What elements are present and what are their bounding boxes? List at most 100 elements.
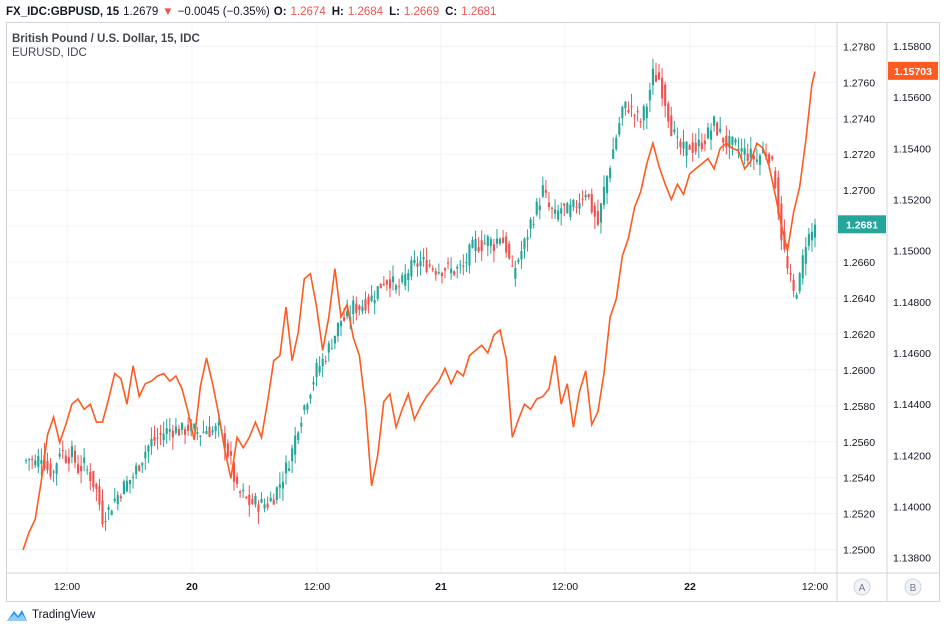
- candle-body-204: [645, 106, 648, 119]
- candle-body-123: [398, 286, 401, 288]
- candle-body-51: [177, 428, 181, 436]
- candle-body-40: [144, 451, 147, 459]
- candle-body-209: [661, 77, 664, 99]
- legend-overlay-series[interactable]: EURUSD, IDC: [12, 47, 87, 59]
- legend-main-series[interactable]: British Pound / U.S. Dollar, 15, IDC: [12, 33, 200, 45]
- candle-body-144: [462, 265, 465, 267]
- symbol-header: FX_IDC:GBPUSD, 15 1.2679 ▼ −0.0045 (−0.3…: [6, 4, 498, 20]
- candle-body-226: [713, 116, 716, 126]
- axis-a-tick-label-0: 1.2780: [843, 41, 875, 53]
- candle-body-37: [135, 465, 138, 475]
- candle-body-163: [520, 251, 523, 260]
- candle-body-59: [202, 431, 205, 433]
- x-tick-label-0: 12:00: [54, 581, 80, 593]
- candle-body-95: [312, 382, 315, 385]
- scale-button-b[interactable]: [904, 578, 922, 596]
- candle-body-76: [254, 495, 257, 505]
- scale-button-label-b[interactable]: B: [910, 583, 917, 594]
- candle-body-218: [688, 145, 691, 150]
- candle-body-184: [584, 194, 587, 198]
- candle-body-62: [211, 430, 214, 433]
- candle-body-90: [297, 432, 300, 441]
- candle-body-57: [196, 432, 199, 434]
- candle-body-71: [239, 491, 242, 493]
- candle-body-215: [679, 141, 682, 148]
- candle-body-224: [706, 127, 710, 139]
- candle-body-66: [223, 433, 226, 449]
- candle-body-193: [612, 149, 615, 159]
- candle-body-50: [174, 426, 177, 433]
- candle-body-54: [187, 424, 190, 431]
- candle-body-255: [801, 255, 804, 279]
- candle-body-192: [609, 168, 612, 179]
- candle-body-33: [122, 481, 125, 495]
- candle-body-89: [294, 435, 297, 455]
- axis-b-tick-label-8: 1.14200: [893, 450, 931, 462]
- axis-b-tick-label-9: 1.14000: [893, 501, 931, 513]
- candle-body-245: [771, 156, 774, 160]
- candle-body-64: [217, 422, 220, 426]
- candle-body-49: [171, 430, 174, 438]
- candle-body-111: [361, 306, 364, 312]
- candle-body-231: [728, 136, 731, 148]
- candle-body-39: [141, 462, 144, 466]
- candle-body-156: [498, 238, 502, 244]
- candle-body-251: [789, 272, 792, 275]
- candle-body-178: [566, 203, 569, 214]
- candle-body-124: [401, 275, 404, 283]
- x-tick-label-2: 12:00: [304, 581, 330, 593]
- candle-body-221: [697, 139, 700, 147]
- candle-body-241: [758, 155, 762, 165]
- candle-body-253: [795, 294, 798, 299]
- candle-body-56: [193, 423, 196, 429]
- candle-body-168: [535, 201, 538, 215]
- candle-body-240: [755, 159, 758, 162]
- eurusd-overlay-line: [22, 71, 816, 551]
- candle-body-75: [251, 498, 254, 504]
- candle-body-2: [28, 458, 31, 460]
- candle-body-1: [24, 459, 28, 461]
- candle-body-112: [364, 299, 367, 311]
- candle-body-211: [667, 103, 670, 122]
- price-chart[interactable]: 1.27801.27601.27401.27201.27001.26801.26…: [7, 23, 939, 601]
- scale-button-label-a[interactable]: A: [859, 583, 866, 594]
- candle-body-10: [52, 471, 55, 473]
- candle-body-87: [287, 468, 291, 471]
- candle-body-105: [343, 317, 346, 321]
- candle-body-140: [450, 268, 453, 274]
- candle-body-180: [572, 200, 575, 208]
- candle-body-171: [544, 190, 547, 193]
- candle-body-28: [107, 507, 110, 510]
- brand-name: TradingView: [32, 609, 96, 621]
- chart-frame[interactable]: 1.27801.27601.27401.27201.27001.26801.26…: [6, 22, 940, 602]
- candle-body-203: [642, 106, 645, 121]
- candle-body-225: [709, 130, 713, 140]
- candle-body-72: [242, 489, 245, 492]
- candle-body-239: [752, 155, 755, 160]
- candle-body-60: [205, 430, 208, 434]
- branding[interactable]: TradingView: [6, 608, 95, 622]
- candle-body-136: [437, 272, 440, 274]
- candle-body-194: [615, 137, 618, 150]
- candle-body-128: [413, 259, 416, 264]
- axis-a-tick-label-14: 1.2500: [843, 545, 875, 557]
- candle-body-44: [156, 437, 159, 439]
- candle-body-8: [46, 461, 49, 471]
- candle-body-36: [132, 476, 135, 478]
- candle-body-232: [731, 136, 734, 145]
- candle-body-101: [330, 348, 333, 350]
- candle-body-80: [266, 503, 269, 508]
- candle-body-96: [315, 362, 318, 378]
- scale-button-a[interactable]: [853, 578, 871, 596]
- candle-body-19: [80, 465, 83, 472]
- symbol-name[interactable]: FX_IDC:GBPUSD, 15: [6, 6, 120, 18]
- candle-body-14: [64, 455, 67, 463]
- candle-body-183: [581, 198, 584, 200]
- candle-body-148: [474, 238, 477, 251]
- candle-body-67: [226, 443, 229, 457]
- candle-body-27: [104, 521, 107, 523]
- candle-body-151: [483, 242, 486, 244]
- candle-body-186: [590, 194, 593, 213]
- candle-body-29: [110, 510, 113, 516]
- candle-body-256: [804, 247, 807, 264]
